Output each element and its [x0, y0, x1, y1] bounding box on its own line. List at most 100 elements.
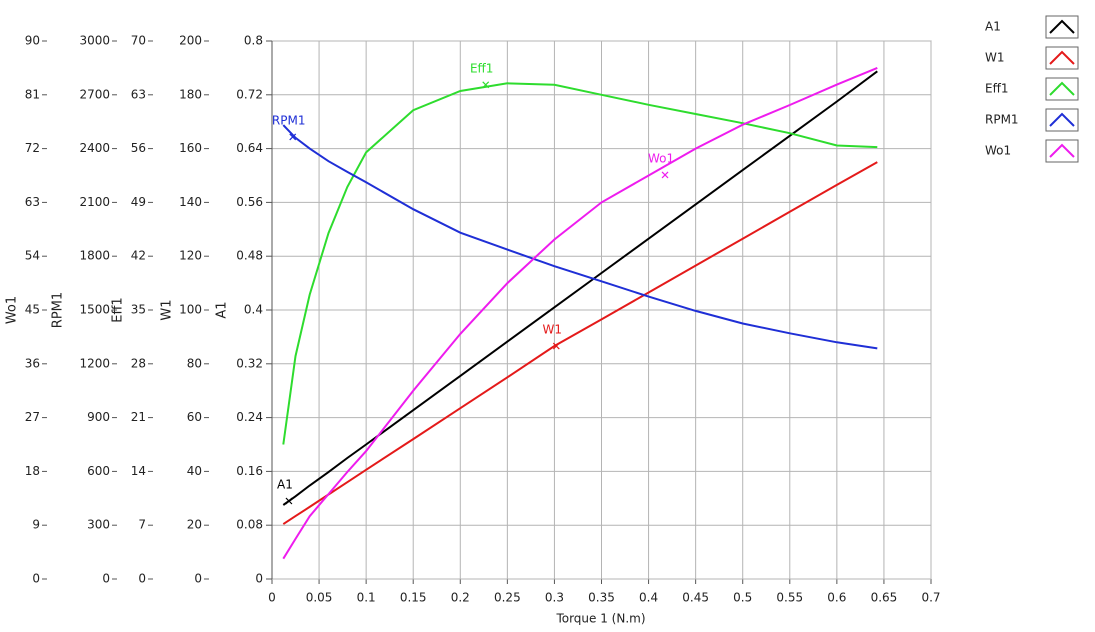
annotation-marker [482, 81, 490, 89]
y-tick-label: 56 [131, 141, 146, 155]
legend-swatch [1045, 15, 1079, 39]
y-tick-label: 7 [138, 518, 146, 532]
legend-label: W1 [985, 51, 1005, 65]
series-line [282, 124, 878, 350]
y-tick-label: 42 [131, 249, 146, 263]
y-tick-label: 80 [187, 356, 202, 370]
series-line [282, 82, 878, 445]
y-tick-label: 0.72 [236, 87, 263, 101]
legend-line [1049, 143, 1075, 158]
annotation-label: RPM1 [272, 113, 306, 127]
y-tick-label: 100 [179, 303, 202, 317]
legend-line [1049, 81, 1075, 96]
legend-line [1049, 19, 1075, 34]
y-tick-label: 63 [25, 195, 40, 209]
y-tick-label: 18 [25, 464, 40, 478]
y-tick-label: 0.48 [236, 249, 263, 263]
y-tick-label: 63 [131, 87, 146, 101]
y-axis-title: Eff1 [111, 297, 126, 322]
y-tick-label: 0.24 [236, 410, 263, 424]
x-tick-label: 0 [268, 591, 276, 605]
y-tick-label: 49 [131, 195, 146, 209]
y-tick-label: 2100 [79, 195, 110, 209]
annotation-marker [285, 497, 293, 505]
annotation: W1 [543, 323, 563, 350]
y-tick-label: 600 [87, 464, 110, 478]
y-tick-label: 300 [87, 518, 110, 532]
annotation: Eff1 [470, 61, 493, 89]
legend-label: A1 [985, 20, 1001, 34]
legend-label: Wo1 [985, 144, 1011, 158]
y-tick-label: 0.56 [236, 195, 263, 209]
legend-label: Eff1 [985, 82, 1008, 96]
x-tick-label: 0.05 [306, 591, 333, 605]
y-tick-label: 2400 [79, 141, 110, 155]
y-tick-label: 14 [131, 464, 146, 478]
y-tick-label: 0 [138, 572, 146, 586]
y-tick-label: 0 [102, 572, 110, 586]
y-tick-label: 0.8 [244, 34, 263, 48]
y-tick-label: 0.64 [236, 141, 263, 155]
annotation-marker [552, 342, 560, 350]
x-tick-label: 0.6 [827, 591, 846, 605]
y-tick-label: 60 [187, 410, 202, 424]
x-tick-label: 0.15 [400, 591, 427, 605]
legend-label: RPM1 [985, 113, 1019, 127]
y-tick-label: 36 [25, 356, 40, 370]
legend-swatch [1045, 77, 1079, 101]
y-tick-label: 9 [32, 518, 40, 532]
y-tick-label: 0 [194, 572, 202, 586]
annotation-label: Eff1 [470, 61, 493, 75]
x-tick-label: 0.65 [871, 591, 898, 605]
x-tick-label: 0.7 [921, 591, 940, 605]
y-tick-label: 27 [25, 410, 40, 424]
y-axis-title: A1 [215, 301, 230, 318]
y-tick-label: 140 [179, 195, 202, 209]
y-tick-label: 0.16 [236, 464, 263, 478]
x-axis-title: Torque 1 (N.m) [555, 612, 645, 626]
annotation-marker [289, 133, 297, 141]
y-axis-title: Wo1 [5, 296, 20, 324]
y-tick-label: 72 [25, 141, 40, 155]
y-axis-title: W1 [160, 299, 175, 320]
annotation: Wo1 [648, 151, 674, 179]
annotation: A1 [277, 477, 293, 505]
y-tick-label: 1800 [79, 249, 110, 263]
y-tick-label: 120 [179, 249, 202, 263]
y-tick-label: 3000 [79, 34, 110, 48]
y-tick-label: 1500 [79, 303, 110, 317]
y-tick-label: 20 [187, 518, 202, 532]
legend-line [1049, 50, 1075, 65]
x-tick-label: 0.5 [733, 591, 752, 605]
x-tick-label: 0.45 [682, 591, 709, 605]
legend-swatch [1045, 139, 1079, 163]
y-tick-label: 160 [179, 141, 202, 155]
x-tick-label: 0.55 [776, 591, 803, 605]
series-line [282, 70, 878, 506]
x-tick-label: 0.3 [545, 591, 564, 605]
y-tick-label: 0 [32, 572, 40, 586]
annotation: RPM1 [272, 113, 306, 141]
y-tick-label: 54 [25, 249, 40, 263]
y-tick-label: 35 [131, 303, 146, 317]
legend-line [1049, 112, 1075, 127]
y-tick-label: 45 [25, 303, 40, 317]
y-tick-label: 81 [25, 87, 40, 101]
y-tick-label: 90 [25, 34, 40, 48]
legend-swatch [1045, 46, 1079, 70]
y-tick-label: 200 [179, 34, 202, 48]
x-tick-label: 0.4 [639, 591, 658, 605]
annotation-label: A1 [277, 477, 293, 491]
series-line [282, 66, 878, 560]
y-tick-label: 180 [179, 87, 202, 101]
series-line [282, 161, 878, 525]
legend-swatch [1045, 108, 1079, 132]
y-tick-label: 21 [131, 410, 146, 424]
y-tick-label: 0.32 [236, 356, 263, 370]
y-tick-label: 0.08 [236, 518, 263, 532]
y-tick-label: 40 [187, 464, 202, 478]
y-axis-title: RPM1 [51, 292, 66, 328]
annotation-label: W1 [543, 323, 563, 337]
y-tick-label: 1200 [79, 356, 110, 370]
